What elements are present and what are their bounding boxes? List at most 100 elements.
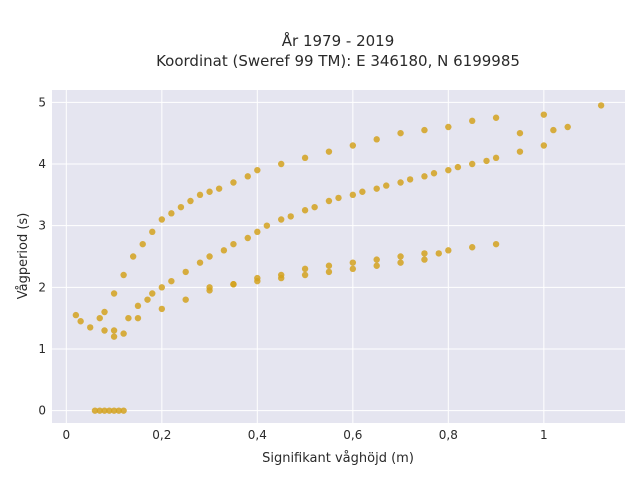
scatter-point	[383, 182, 390, 189]
scatter-point	[397, 259, 404, 266]
scatter-point	[445, 247, 452, 254]
scatter-point	[278, 274, 285, 282]
chart-title-line2: Koordinat (Sweref 99 TM): E 346180, N 61…	[156, 52, 520, 70]
x-tick-label: 0	[63, 428, 71, 442]
scatter-point	[101, 308, 108, 316]
plot-area	[52, 90, 625, 423]
scatter-point	[254, 166, 261, 174]
scatter-point	[168, 210, 175, 217]
scatter-point	[244, 173, 251, 180]
scatter-point	[349, 191, 357, 199]
data-points	[72, 102, 605, 414]
scatter-point	[564, 123, 571, 131]
scatter-point	[469, 244, 476, 251]
x-tick-label: 1	[540, 428, 548, 442]
scatter-point	[349, 259, 357, 266]
scatter-point	[230, 179, 237, 186]
y-tick-label: 3	[38, 219, 46, 233]
scatter-point	[469, 160, 476, 168]
scatter-point	[182, 296, 189, 303]
scatter-point	[325, 197, 333, 205]
scatter-point	[435, 250, 442, 257]
scatter-point	[325, 268, 333, 276]
scatter-point	[87, 324, 94, 331]
x-tick-label: 0,6	[343, 428, 362, 442]
scatter-point	[421, 256, 428, 263]
scatter-point	[158, 305, 166, 313]
scatter-point	[397, 179, 404, 186]
scatter-point	[244, 234, 251, 242]
scatter-point	[168, 277, 175, 285]
scatter-point	[101, 327, 108, 334]
y-tick-label: 0	[38, 404, 46, 418]
scatter-point	[72, 311, 80, 319]
scatter-point	[110, 327, 118, 334]
scatter-point	[220, 247, 228, 254]
scatter-point	[301, 207, 309, 214]
scatter-point	[483, 157, 490, 165]
scatter-point	[311, 203, 318, 211]
x-axis-ticks: 0 0,2 0,4 0,6 0,8 1	[63, 428, 548, 442]
scatter-point	[469, 117, 476, 125]
scatter-point	[373, 262, 380, 269]
scatter-point	[445, 123, 452, 131]
scatter-point	[230, 281, 237, 288]
scatter-point	[597, 102, 605, 109]
scatter-point	[96, 314, 103, 322]
scatter-point	[110, 290, 118, 297]
scatter-point	[397, 129, 404, 137]
scatter-point	[187, 197, 194, 205]
scatter-point	[516, 148, 524, 155]
scatter-point	[373, 185, 380, 192]
scatter-point	[325, 262, 333, 269]
scatter-point	[120, 271, 127, 279]
scatter-point	[335, 194, 342, 202]
scatter-point	[206, 188, 213, 195]
scatter-point	[158, 216, 166, 223]
scatter-point	[516, 129, 524, 137]
scatter-point	[206, 284, 213, 291]
scatter-point	[359, 188, 366, 195]
scatter-point	[158, 284, 166, 291]
scatter-point	[101, 407, 108, 414]
scatter-point	[115, 407, 123, 414]
scatter-point	[445, 166, 452, 174]
scatter-point	[120, 330, 127, 337]
scatter-point	[492, 154, 500, 162]
scatter-point	[254, 228, 261, 236]
scatter-point	[110, 407, 118, 414]
scatter-point	[177, 203, 185, 211]
scatter-point	[349, 142, 357, 149]
scatter-point	[149, 228, 156, 236]
scatter-point	[129, 253, 137, 260]
scatter-point	[406, 176, 414, 183]
x-tick-label: 0,2	[152, 428, 171, 442]
scatter-point	[120, 407, 127, 414]
scatter-point	[77, 318, 84, 325]
scatter-point	[349, 265, 357, 273]
y-tick-label: 1	[38, 342, 46, 356]
scatter-point	[373, 136, 380, 143]
scatter-point	[196, 259, 204, 266]
scatter-point	[550, 126, 557, 134]
scatter-point	[421, 173, 428, 180]
scatter-point	[421, 250, 428, 257]
scatter-point	[492, 240, 500, 248]
scatter-point	[301, 265, 309, 273]
scatter-point	[96, 407, 103, 414]
y-axis-ticks: 0 1 2 3 4 5	[38, 95, 46, 417]
scatter-point	[301, 271, 309, 279]
scatter-point	[454, 163, 462, 171]
x-tick-label: 0,4	[248, 428, 267, 442]
scatter-point	[134, 302, 142, 310]
y-tick-label: 2	[38, 280, 46, 294]
scatter-point	[254, 277, 261, 285]
scatter-point	[301, 154, 309, 162]
scatter-point	[278, 160, 285, 168]
y-axis-label: Vågperiod (s)	[16, 213, 31, 300]
x-axis-label: Signifikant våghöjd (m)	[262, 451, 414, 466]
scatter-point	[397, 253, 404, 260]
scatter-point	[430, 170, 438, 177]
scatter-point	[91, 407, 99, 414]
